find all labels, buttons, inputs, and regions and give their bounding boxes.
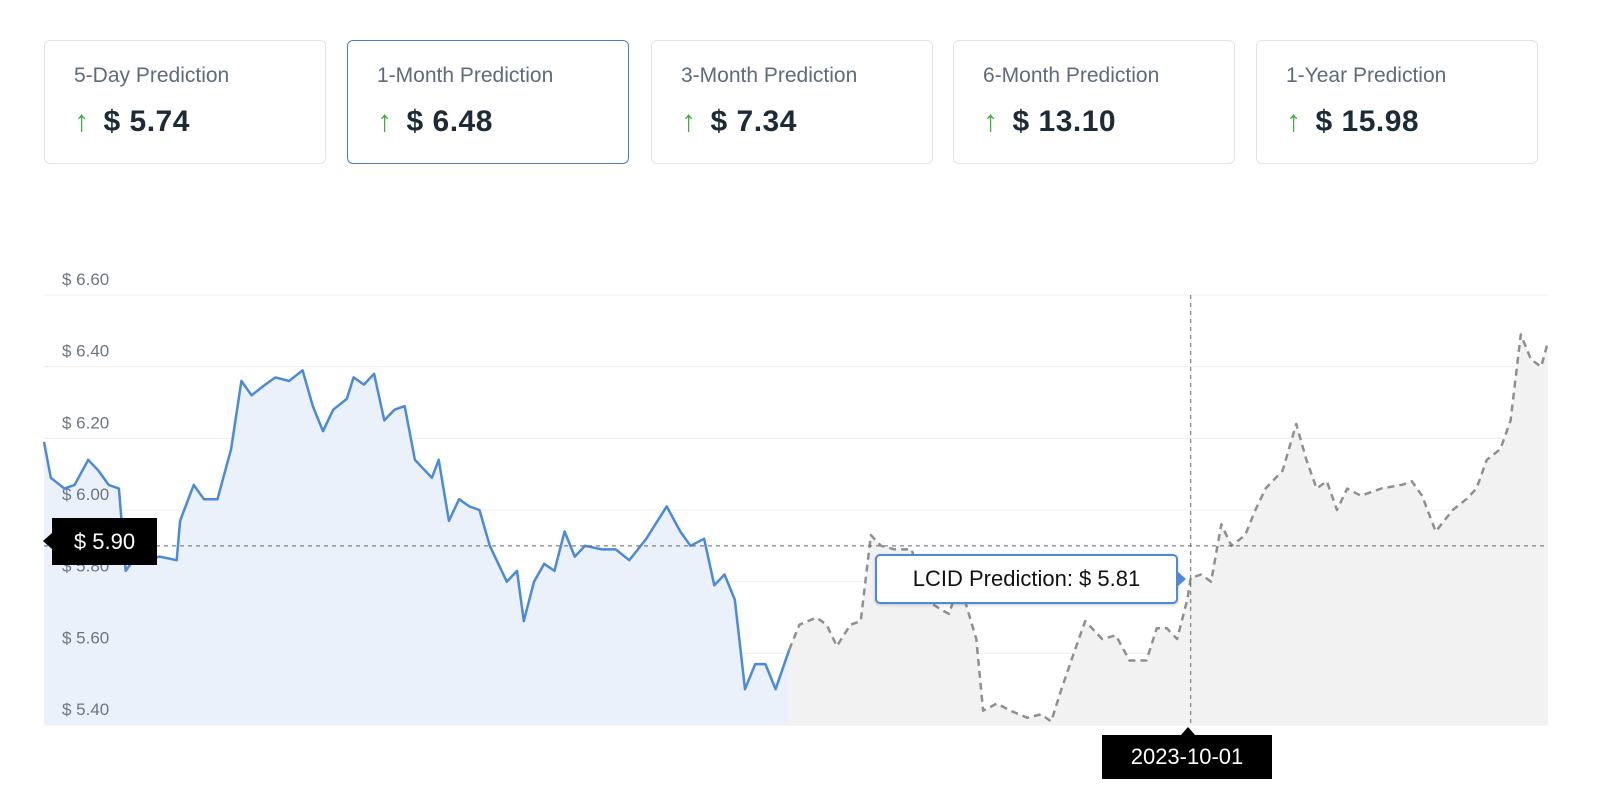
card-price: $ 13.10 xyxy=(1012,105,1117,138)
card-label: 1-Year Prediction xyxy=(1286,64,1447,87)
y-tick-label: $ 6.00 xyxy=(62,485,109,504)
up-arrow-icon: ↑ xyxy=(1286,105,1302,138)
card-label: 5-Day Prediction xyxy=(74,64,230,87)
y-tick-label: $ 6.40 xyxy=(62,342,109,361)
card-price: $ 5.74 xyxy=(103,105,190,138)
up-arrow-icon: ↑ xyxy=(377,105,393,138)
prediction-card-2[interactable]: 3-Month Prediction ↑ $ 7.34 xyxy=(651,40,933,164)
historical-line xyxy=(42,369,791,691)
card-value: ↑ $ 13.10 xyxy=(983,105,1116,139)
card-price: $ 6.48 xyxy=(406,105,493,138)
prediction-tooltip: LCID Prediction: $ 5.81 xyxy=(875,554,1186,604)
up-arrow-icon: ↑ xyxy=(74,105,90,138)
prediction-card-3[interactable]: 6-Month Prediction ↑ $ 13.10 xyxy=(953,40,1235,164)
historical-area xyxy=(44,370,790,725)
prediction-card-0[interactable]: 5-Day Prediction ↑ $ 5.74 xyxy=(44,40,326,164)
prediction-card-4[interactable]: 1-Year Prediction ↑ $ 15.98 xyxy=(1256,40,1538,164)
prediction-area xyxy=(789,334,1548,725)
up-arrow-icon: ↑ xyxy=(983,105,999,138)
y-tick-label: $ 6.20 xyxy=(62,413,109,432)
prediction-card-1[interactable]: 1-Month Prediction ↑ $ 6.48 xyxy=(347,40,629,164)
crosshair-date-label: 2023-10-01 xyxy=(1102,727,1272,779)
card-label: 3-Month Prediction xyxy=(681,64,858,87)
y-tick-label: $ 5.60 xyxy=(62,628,109,647)
up-arrow-icon: ↑ xyxy=(681,105,697,138)
card-label: 1-Month Prediction xyxy=(377,64,554,87)
card-value: ↑ $ 15.98 xyxy=(1286,105,1419,139)
card-value: ↑ $ 5.74 xyxy=(74,105,190,139)
card-value: ↑ $ 7.34 xyxy=(681,105,797,139)
card-value: ↑ $ 6.48 xyxy=(377,105,493,139)
y-tick-label: $ 5.40 xyxy=(62,700,109,719)
y-tick-label: $ 6.60 xyxy=(62,270,109,289)
card-label: 6-Month Prediction xyxy=(983,64,1160,87)
card-price: $ 7.34 xyxy=(710,105,797,138)
crosshair-price-label: $ 5.90 xyxy=(43,518,157,565)
card-price: $ 15.98 xyxy=(1315,105,1420,138)
